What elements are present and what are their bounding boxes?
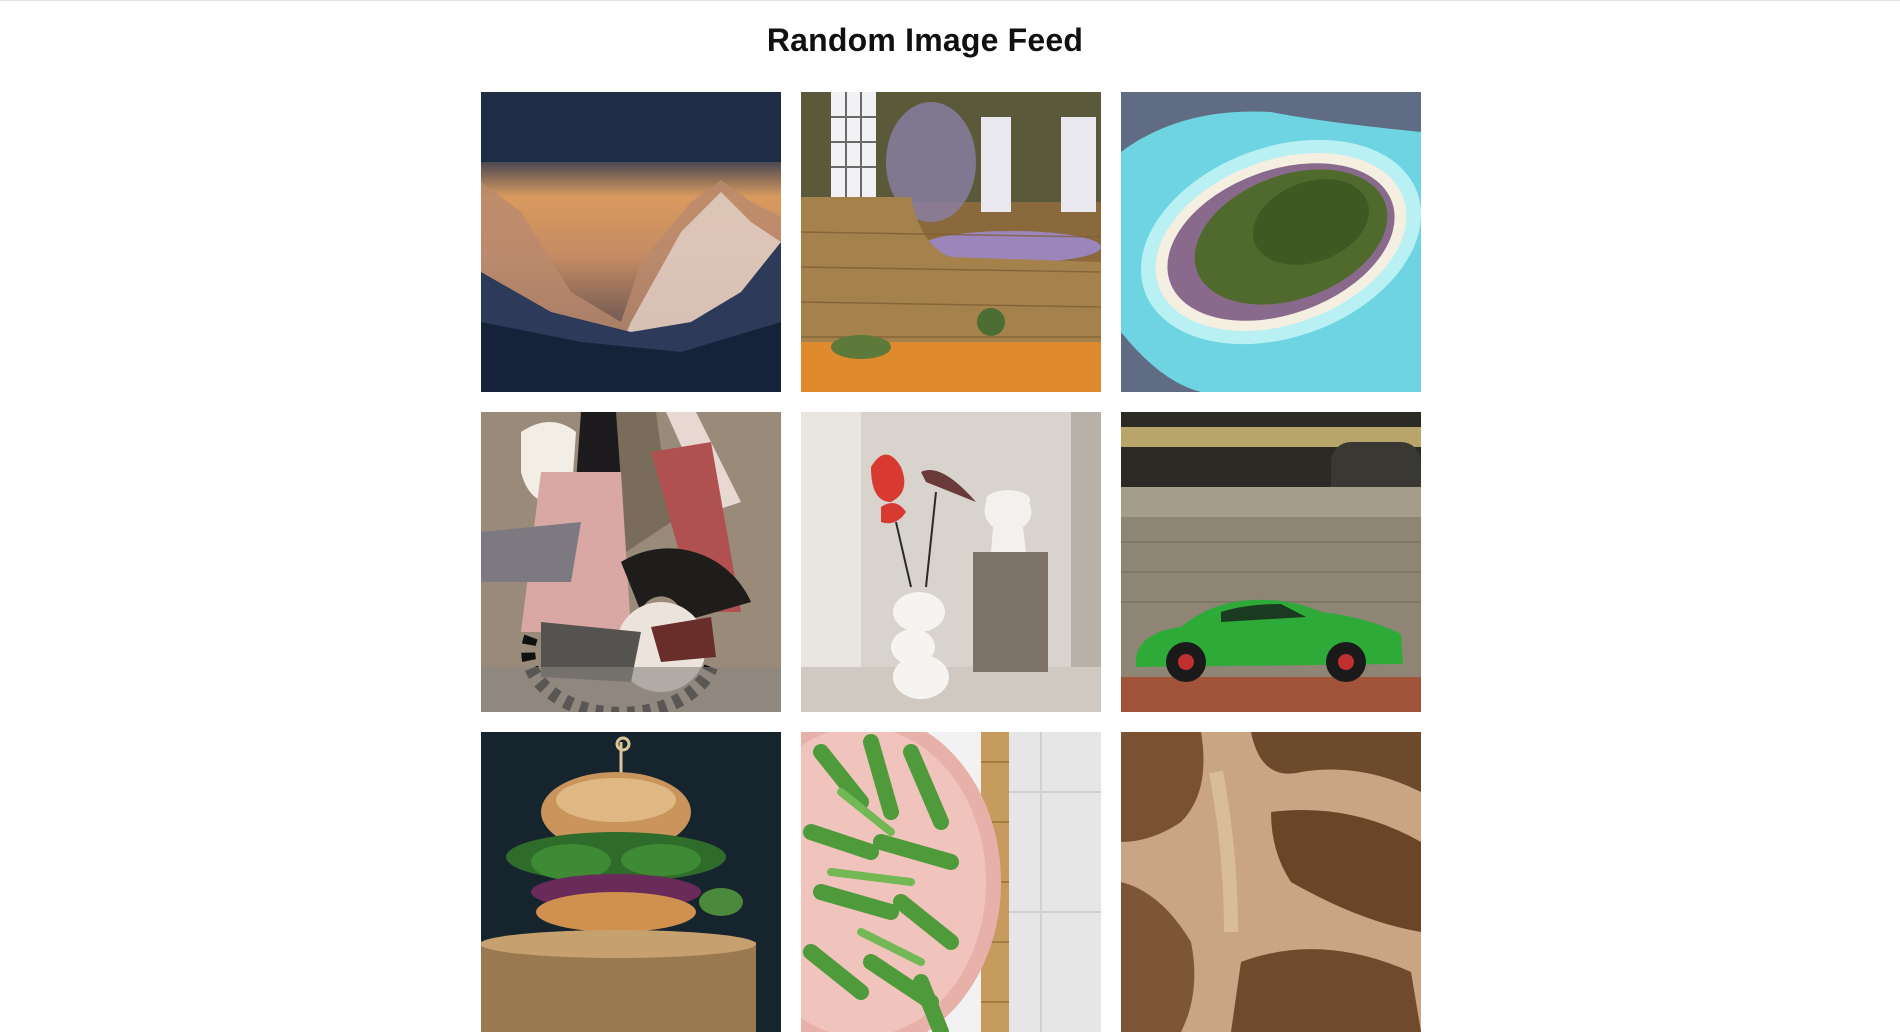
giraffe-fur-photo (1121, 732, 1421, 1032)
stone-wall-garden-photo (801, 92, 1101, 392)
page-title: Random Image Feed (766, 22, 1084, 58)
abstract-painting-photo (481, 412, 781, 712)
image-tile-5[interactable] (801, 412, 1101, 712)
image-tile-2[interactable] (801, 92, 1101, 392)
image-tile-8[interactable] (801, 732, 1101, 1032)
image-tile-4[interactable] (481, 412, 781, 712)
image-tile-6[interactable] (1121, 412, 1421, 712)
green-beans-photo (801, 732, 1101, 1032)
top-divider (0, 0, 1900, 1)
image-tile-1[interactable] (481, 92, 781, 392)
mountain-sunset-photo (481, 92, 781, 392)
burger-photo (481, 732, 781, 1032)
image-tile-7[interactable] (481, 732, 781, 1032)
image-grid (481, 92, 1421, 1032)
green-car-photo (1121, 412, 1421, 712)
aerial-island-photo (1121, 92, 1421, 392)
image-tile-3[interactable] (1121, 92, 1421, 392)
vase-flowers-photo (801, 412, 1101, 712)
image-tile-9[interactable] (1121, 732, 1421, 1032)
